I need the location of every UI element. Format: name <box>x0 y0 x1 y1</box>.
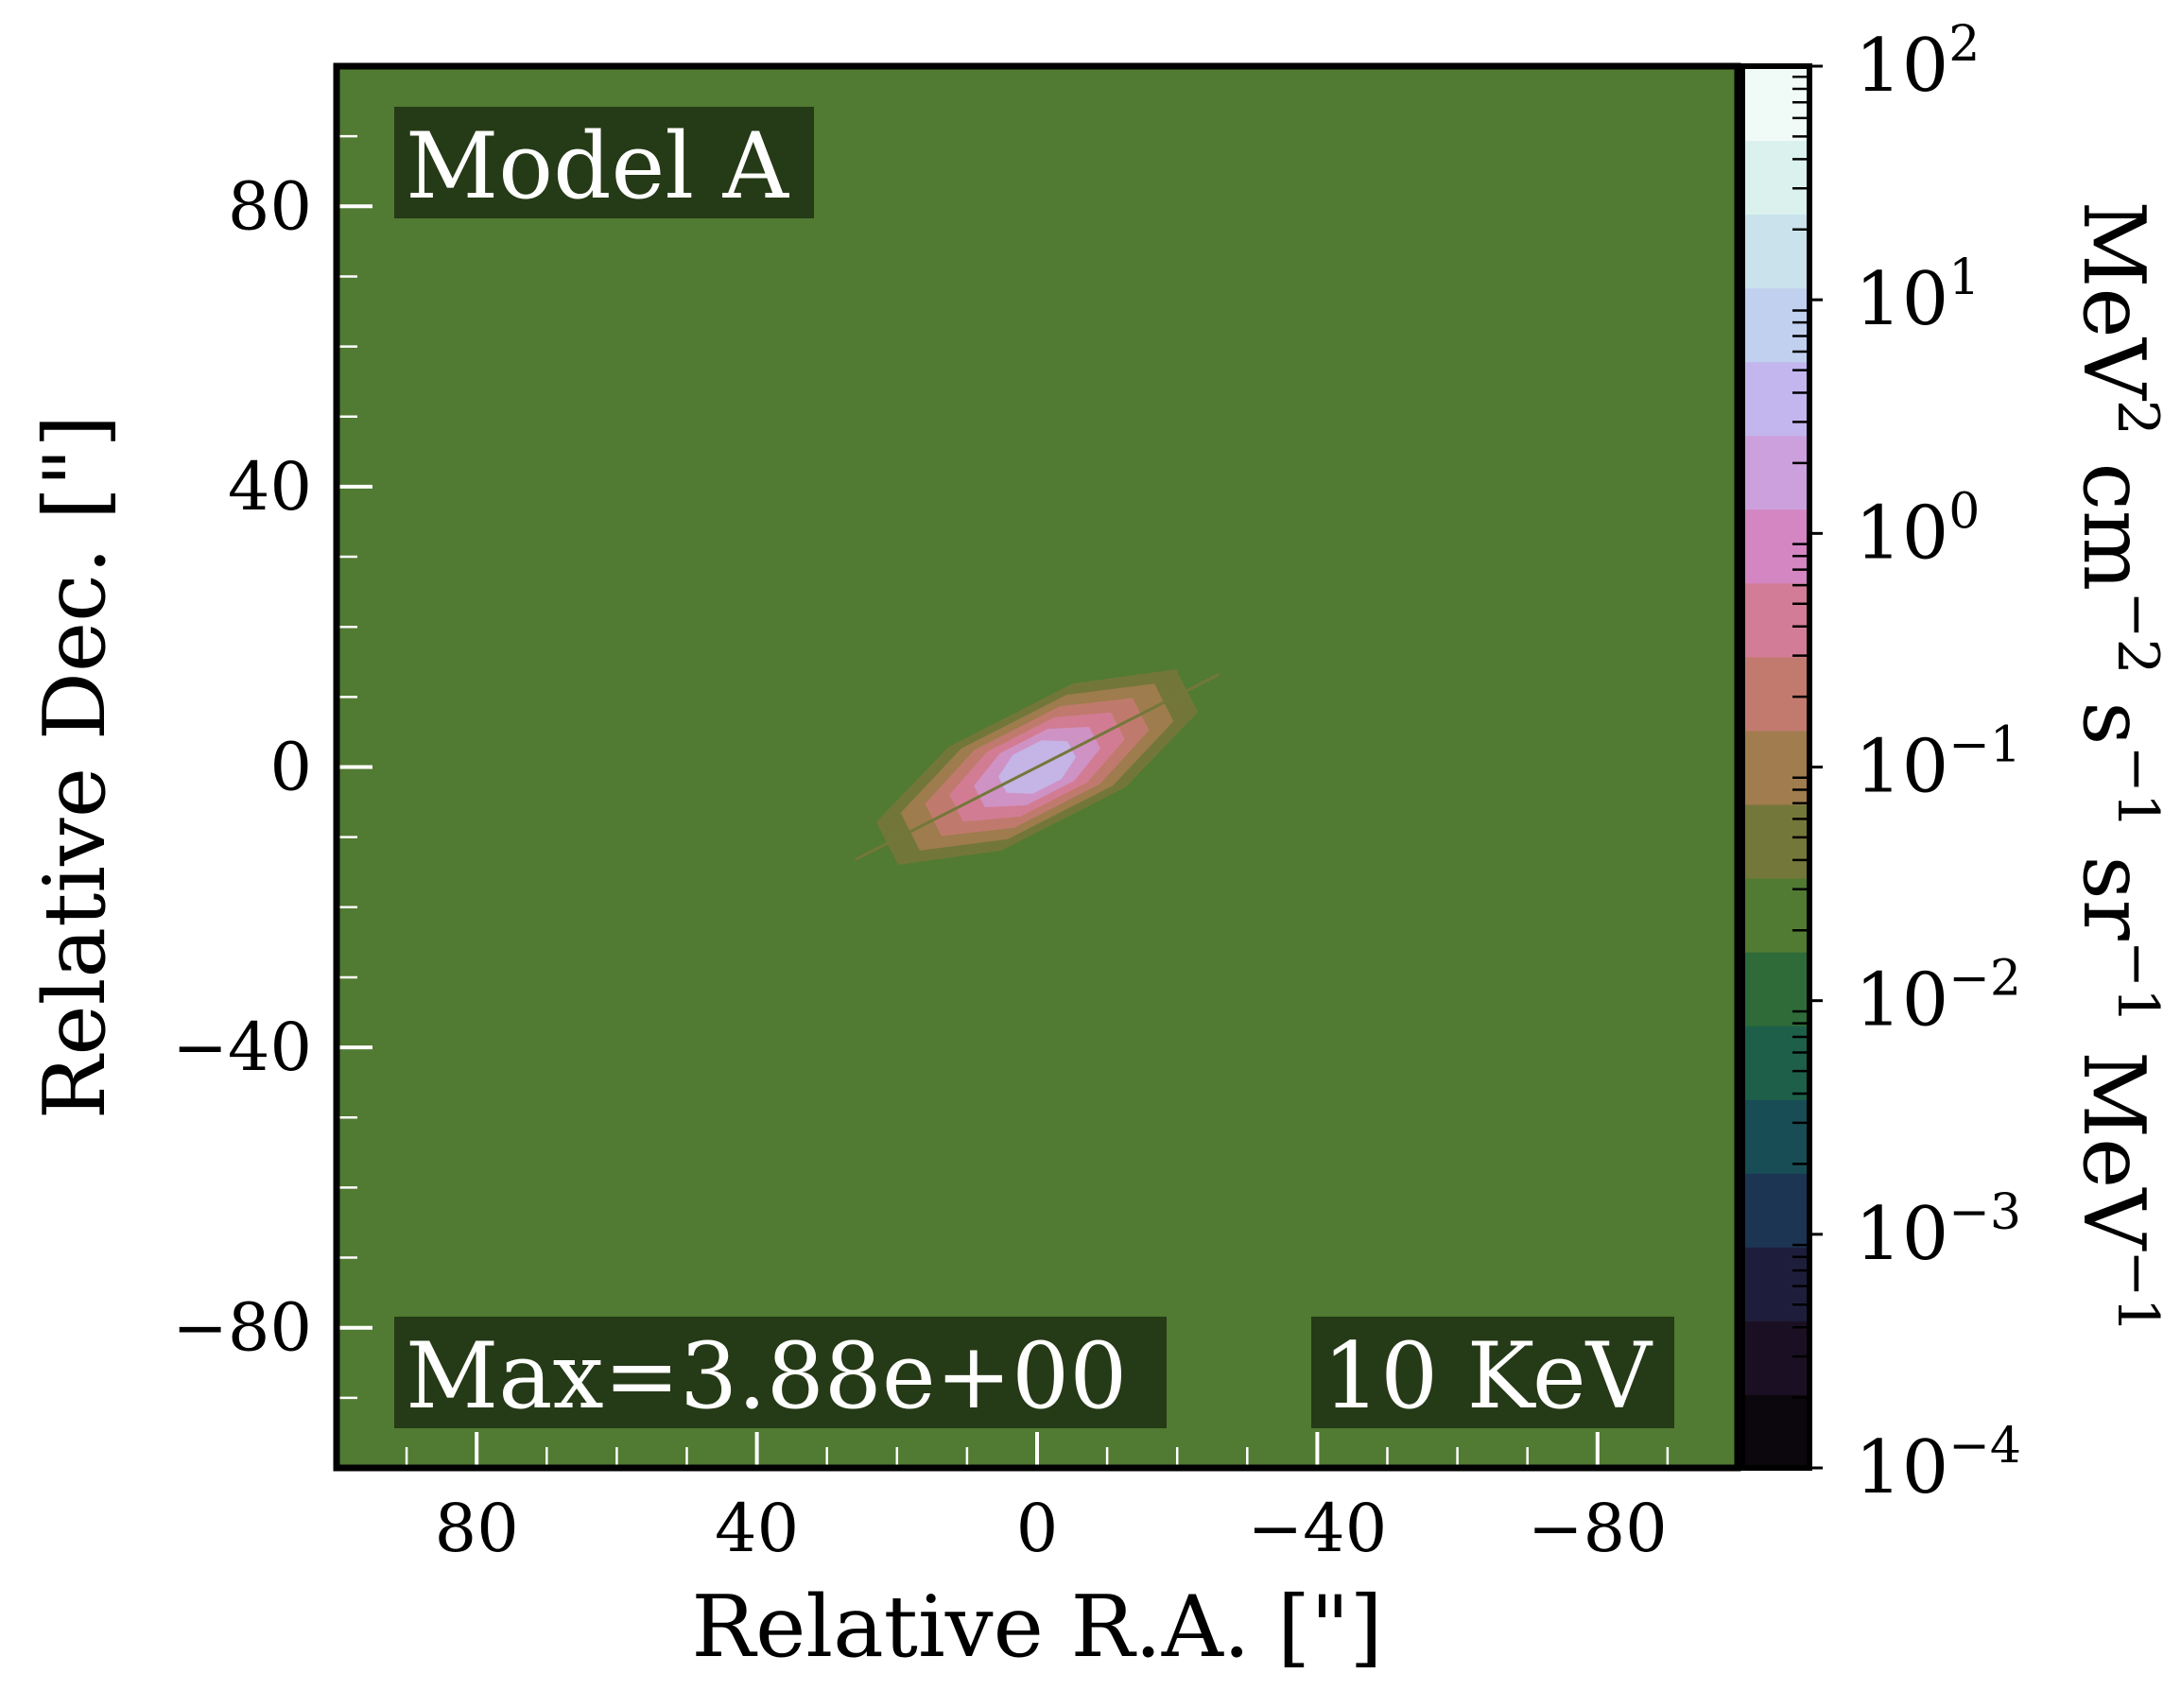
x-axis-label: Relative R.A. ["] <box>691 1578 1382 1677</box>
colorbar-segment <box>1742 1098 1809 1174</box>
energy-annotation: 10 KeV <box>1323 1323 1653 1429</box>
colorbar-tick-label: 10−4 <box>1855 1418 2021 1510</box>
x-tick-label: −40 <box>1248 1490 1388 1567</box>
plot-frame <box>333 62 1741 1472</box>
colorbar-segment <box>1742 951 1809 1027</box>
colorbar-segment <box>1742 1172 1809 1248</box>
model-annotation: Model A <box>406 113 790 219</box>
labels-layer: 80 40 0 −40 −80 80 40 0 −40 −80 Relative R.A. ["] R… <box>26 16 2171 1677</box>
colorbar-segment <box>1742 140 1809 216</box>
source-contours <box>855 668 1220 866</box>
colorbar-segment <box>1742 214 1809 289</box>
colorbar-segment <box>1742 656 1809 732</box>
colorbar-segment <box>1742 1320 1809 1395</box>
x-tick-label: 80 <box>435 1490 519 1567</box>
colorbar-segment <box>1742 361 1809 437</box>
energy-annotation-box <box>1311 1317 1674 1428</box>
x-tick-label: 0 <box>1016 1490 1059 1567</box>
colorbar-tick-label: 10−2 <box>1855 951 2021 1044</box>
x-tick-label: −80 <box>1528 1490 1668 1567</box>
colorbar-tick-label: 100 <box>1855 483 1980 576</box>
colorbar-segment <box>1742 435 1809 510</box>
colorbar-segment <box>1742 1393 1809 1469</box>
y-tick-label: 40 <box>228 448 312 526</box>
max-annotation: Max=3.88e+00 <box>406 1323 1127 1429</box>
colorbar-segment <box>1742 803 1809 879</box>
y-tick-label: −80 <box>172 1289 312 1367</box>
max-annotation-box <box>394 1317 1167 1428</box>
colorbar-segment <box>1742 509 1809 584</box>
x-tick-label: 40 <box>715 1490 799 1567</box>
model-annotation-box <box>394 107 814 218</box>
y-tick-label: 80 <box>228 167 312 245</box>
colorbar-tick-label: 101 <box>1855 250 1980 342</box>
colorbar-segment <box>1742 1246 1809 1321</box>
colorbar-segment <box>1742 582 1809 658</box>
colorbar-segment <box>1742 730 1809 805</box>
colorbar-tick-label: 102 <box>1855 16 1980 109</box>
colorbar <box>1740 63 1823 1471</box>
plot-layer <box>333 62 1741 1472</box>
source-axis-line <box>855 673 1220 861</box>
y-axis-label: Relative Dec. ["] <box>26 415 125 1120</box>
colorbar-tick-label: 10−1 <box>1855 717 2021 810</box>
colorbar-tick-label: 10−3 <box>1855 1184 2021 1277</box>
y-tick-label: 0 <box>269 729 312 806</box>
colorbar-label: MeV2 cm−2 s−1 sr−1 MeV−1 <box>2064 200 2171 1333</box>
y-tick-label: −40 <box>172 1009 312 1086</box>
colorbar-segment <box>1742 287 1809 363</box>
